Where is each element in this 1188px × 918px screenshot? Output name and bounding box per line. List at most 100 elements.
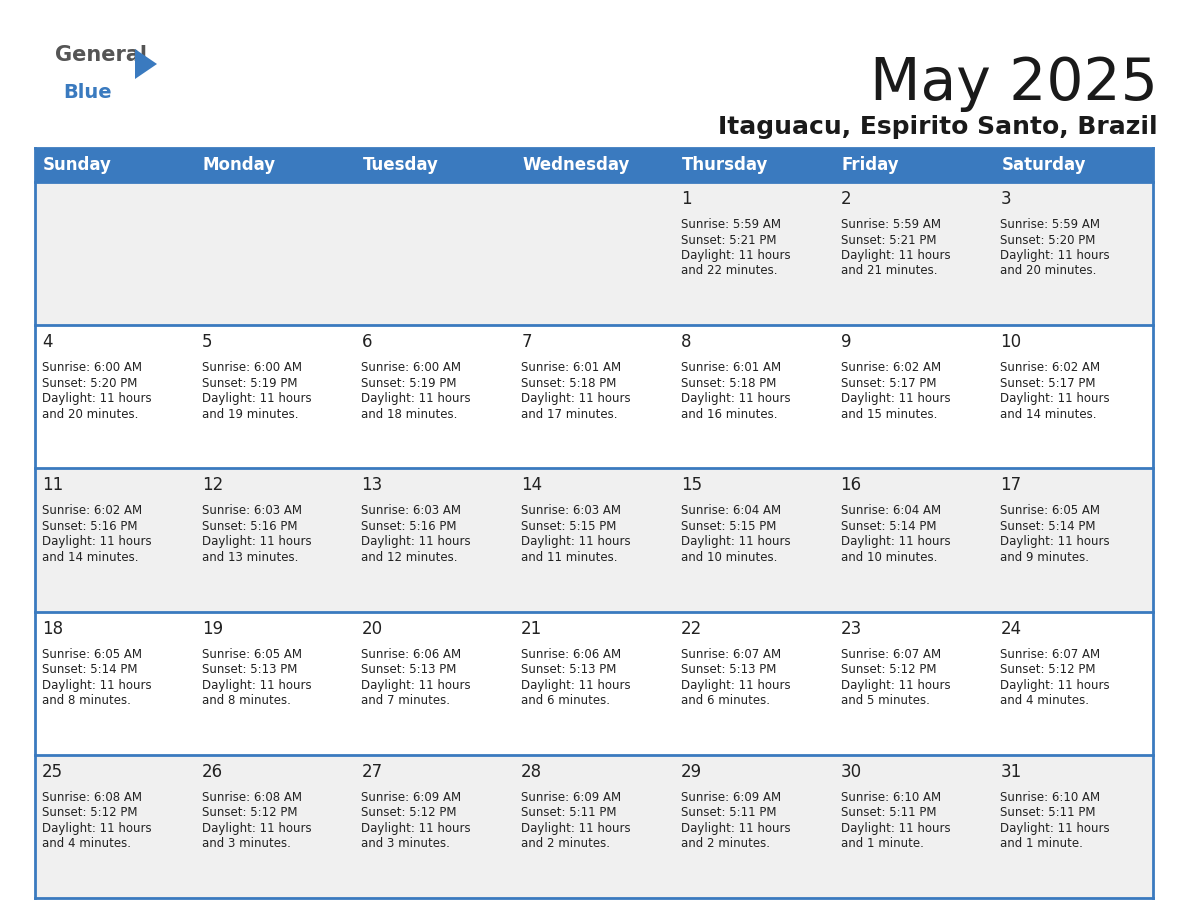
Text: and 1 minute.: and 1 minute. <box>1000 837 1083 850</box>
Text: and 3 minutes.: and 3 minutes. <box>361 837 450 850</box>
Text: Sunset: 5:20 PM: Sunset: 5:20 PM <box>42 376 138 390</box>
Text: and 8 minutes.: and 8 minutes. <box>202 694 291 707</box>
Text: Sunset: 5:12 PM: Sunset: 5:12 PM <box>361 806 457 819</box>
Text: Sunrise: 6:04 AM: Sunrise: 6:04 AM <box>681 504 781 518</box>
Text: Daylight: 11 hours: Daylight: 11 hours <box>681 535 790 548</box>
Text: Sunrise: 6:10 AM: Sunrise: 6:10 AM <box>841 790 941 804</box>
Text: 20: 20 <box>361 620 383 638</box>
Text: Sunrise: 6:00 AM: Sunrise: 6:00 AM <box>42 361 143 375</box>
Text: and 3 minutes.: and 3 minutes. <box>202 837 291 850</box>
Text: Sunrise: 6:07 AM: Sunrise: 6:07 AM <box>681 647 781 661</box>
Text: Sunrise: 6:10 AM: Sunrise: 6:10 AM <box>1000 790 1100 804</box>
Text: Sunset: 5:12 PM: Sunset: 5:12 PM <box>42 806 138 819</box>
Text: Sunset: 5:13 PM: Sunset: 5:13 PM <box>681 663 776 676</box>
Text: Sunrise: 6:03 AM: Sunrise: 6:03 AM <box>202 504 302 518</box>
Text: and 8 minutes.: and 8 minutes. <box>42 694 131 707</box>
Text: Sunset: 5:19 PM: Sunset: 5:19 PM <box>361 376 457 390</box>
Bar <box>34 611 1154 755</box>
Text: Daylight: 11 hours: Daylight: 11 hours <box>841 392 950 405</box>
Text: Itaguacu, Espirito Santo, Brazil: Itaguacu, Espirito Santo, Brazil <box>719 115 1158 139</box>
Text: 9: 9 <box>841 333 851 352</box>
Text: 6: 6 <box>361 333 372 352</box>
Text: Daylight: 11 hours: Daylight: 11 hours <box>681 678 790 691</box>
Text: Sunset: 5:17 PM: Sunset: 5:17 PM <box>1000 376 1095 390</box>
Text: Sunrise: 6:05 AM: Sunrise: 6:05 AM <box>202 647 302 661</box>
Text: Sunset: 5:13 PM: Sunset: 5:13 PM <box>202 663 297 676</box>
Text: 26: 26 <box>202 763 223 781</box>
Text: and 7 minutes.: and 7 minutes. <box>361 694 450 707</box>
Text: Sunset: 5:12 PM: Sunset: 5:12 PM <box>202 806 297 819</box>
Text: 24: 24 <box>1000 620 1022 638</box>
Text: 1: 1 <box>681 190 691 208</box>
Text: Daylight: 11 hours: Daylight: 11 hours <box>42 535 152 548</box>
Text: Sunrise: 6:07 AM: Sunrise: 6:07 AM <box>841 647 941 661</box>
Text: Sunset: 5:16 PM: Sunset: 5:16 PM <box>42 520 138 533</box>
Text: Sunset: 5:11 PM: Sunset: 5:11 PM <box>522 806 617 819</box>
Text: and 14 minutes.: and 14 minutes. <box>1000 408 1097 420</box>
Text: and 10 minutes.: and 10 minutes. <box>681 551 777 564</box>
Text: Daylight: 11 hours: Daylight: 11 hours <box>42 392 152 405</box>
Text: 18: 18 <box>42 620 63 638</box>
Text: Sunrise: 6:02 AM: Sunrise: 6:02 AM <box>841 361 941 375</box>
Text: Blue: Blue <box>63 83 112 102</box>
Text: 3: 3 <box>1000 190 1011 208</box>
Text: and 4 minutes.: and 4 minutes. <box>1000 694 1089 707</box>
Text: 16: 16 <box>841 476 861 495</box>
Text: 7: 7 <box>522 333 532 352</box>
Text: and 18 minutes.: and 18 minutes. <box>361 408 457 420</box>
Text: 12: 12 <box>202 476 223 495</box>
Text: Sunset: 5:20 PM: Sunset: 5:20 PM <box>1000 233 1095 247</box>
Text: and 12 minutes.: and 12 minutes. <box>361 551 457 564</box>
Text: 13: 13 <box>361 476 383 495</box>
Text: Daylight: 11 hours: Daylight: 11 hours <box>1000 822 1110 834</box>
Text: Daylight: 11 hours: Daylight: 11 hours <box>361 535 472 548</box>
Text: Sunset: 5:18 PM: Sunset: 5:18 PM <box>681 376 776 390</box>
Text: Daylight: 11 hours: Daylight: 11 hours <box>841 249 950 262</box>
Text: Daylight: 11 hours: Daylight: 11 hours <box>1000 392 1110 405</box>
Text: Daylight: 11 hours: Daylight: 11 hours <box>841 535 950 548</box>
Text: 5: 5 <box>202 333 213 352</box>
Text: Sunrise: 6:02 AM: Sunrise: 6:02 AM <box>42 504 143 518</box>
Text: Daylight: 11 hours: Daylight: 11 hours <box>841 678 950 691</box>
Text: 31: 31 <box>1000 763 1022 781</box>
Text: Daylight: 11 hours: Daylight: 11 hours <box>1000 535 1110 548</box>
Text: and 17 minutes.: and 17 minutes. <box>522 408 618 420</box>
Text: 17: 17 <box>1000 476 1022 495</box>
Text: Daylight: 11 hours: Daylight: 11 hours <box>361 392 472 405</box>
Text: Daylight: 11 hours: Daylight: 11 hours <box>42 678 152 691</box>
Text: Sunrise: 5:59 AM: Sunrise: 5:59 AM <box>841 218 941 231</box>
Text: and 4 minutes.: and 4 minutes. <box>42 837 131 850</box>
Text: 25: 25 <box>42 763 63 781</box>
Text: and 20 minutes.: and 20 minutes. <box>42 408 138 420</box>
Text: and 2 minutes.: and 2 minutes. <box>522 837 611 850</box>
Text: Sunset: 5:15 PM: Sunset: 5:15 PM <box>522 520 617 533</box>
Bar <box>34 468 1154 611</box>
Text: and 1 minute.: and 1 minute. <box>841 837 923 850</box>
Text: Sunrise: 6:01 AM: Sunrise: 6:01 AM <box>522 361 621 375</box>
Text: Sunset: 5:17 PM: Sunset: 5:17 PM <box>841 376 936 390</box>
Text: and 11 minutes.: and 11 minutes. <box>522 551 618 564</box>
Polygon shape <box>135 49 157 79</box>
Text: and 19 minutes.: and 19 minutes. <box>202 408 298 420</box>
Text: Sunrise: 6:03 AM: Sunrise: 6:03 AM <box>522 504 621 518</box>
Text: Sunrise: 6:05 AM: Sunrise: 6:05 AM <box>42 647 143 661</box>
Text: Sunset: 5:14 PM: Sunset: 5:14 PM <box>42 663 138 676</box>
Text: 10: 10 <box>1000 333 1022 352</box>
Bar <box>34 755 1154 898</box>
Text: Daylight: 11 hours: Daylight: 11 hours <box>681 392 790 405</box>
Text: Sunset: 5:18 PM: Sunset: 5:18 PM <box>522 376 617 390</box>
Text: 28: 28 <box>522 763 542 781</box>
Text: and 22 minutes.: and 22 minutes. <box>681 264 777 277</box>
Text: 19: 19 <box>202 620 223 638</box>
Text: Daylight: 11 hours: Daylight: 11 hours <box>1000 249 1110 262</box>
Text: Sunrise: 6:04 AM: Sunrise: 6:04 AM <box>841 504 941 518</box>
Text: and 13 minutes.: and 13 minutes. <box>202 551 298 564</box>
Text: Sunrise: 6:08 AM: Sunrise: 6:08 AM <box>42 790 143 804</box>
Text: 2: 2 <box>841 190 851 208</box>
Text: Sunset: 5:11 PM: Sunset: 5:11 PM <box>1000 806 1095 819</box>
Text: Daylight: 11 hours: Daylight: 11 hours <box>522 535 631 548</box>
Text: Daylight: 11 hours: Daylight: 11 hours <box>202 535 311 548</box>
Text: and 20 minutes.: and 20 minutes. <box>1000 264 1097 277</box>
Text: General: General <box>55 45 147 65</box>
Text: Sunrise: 6:03 AM: Sunrise: 6:03 AM <box>361 504 461 518</box>
